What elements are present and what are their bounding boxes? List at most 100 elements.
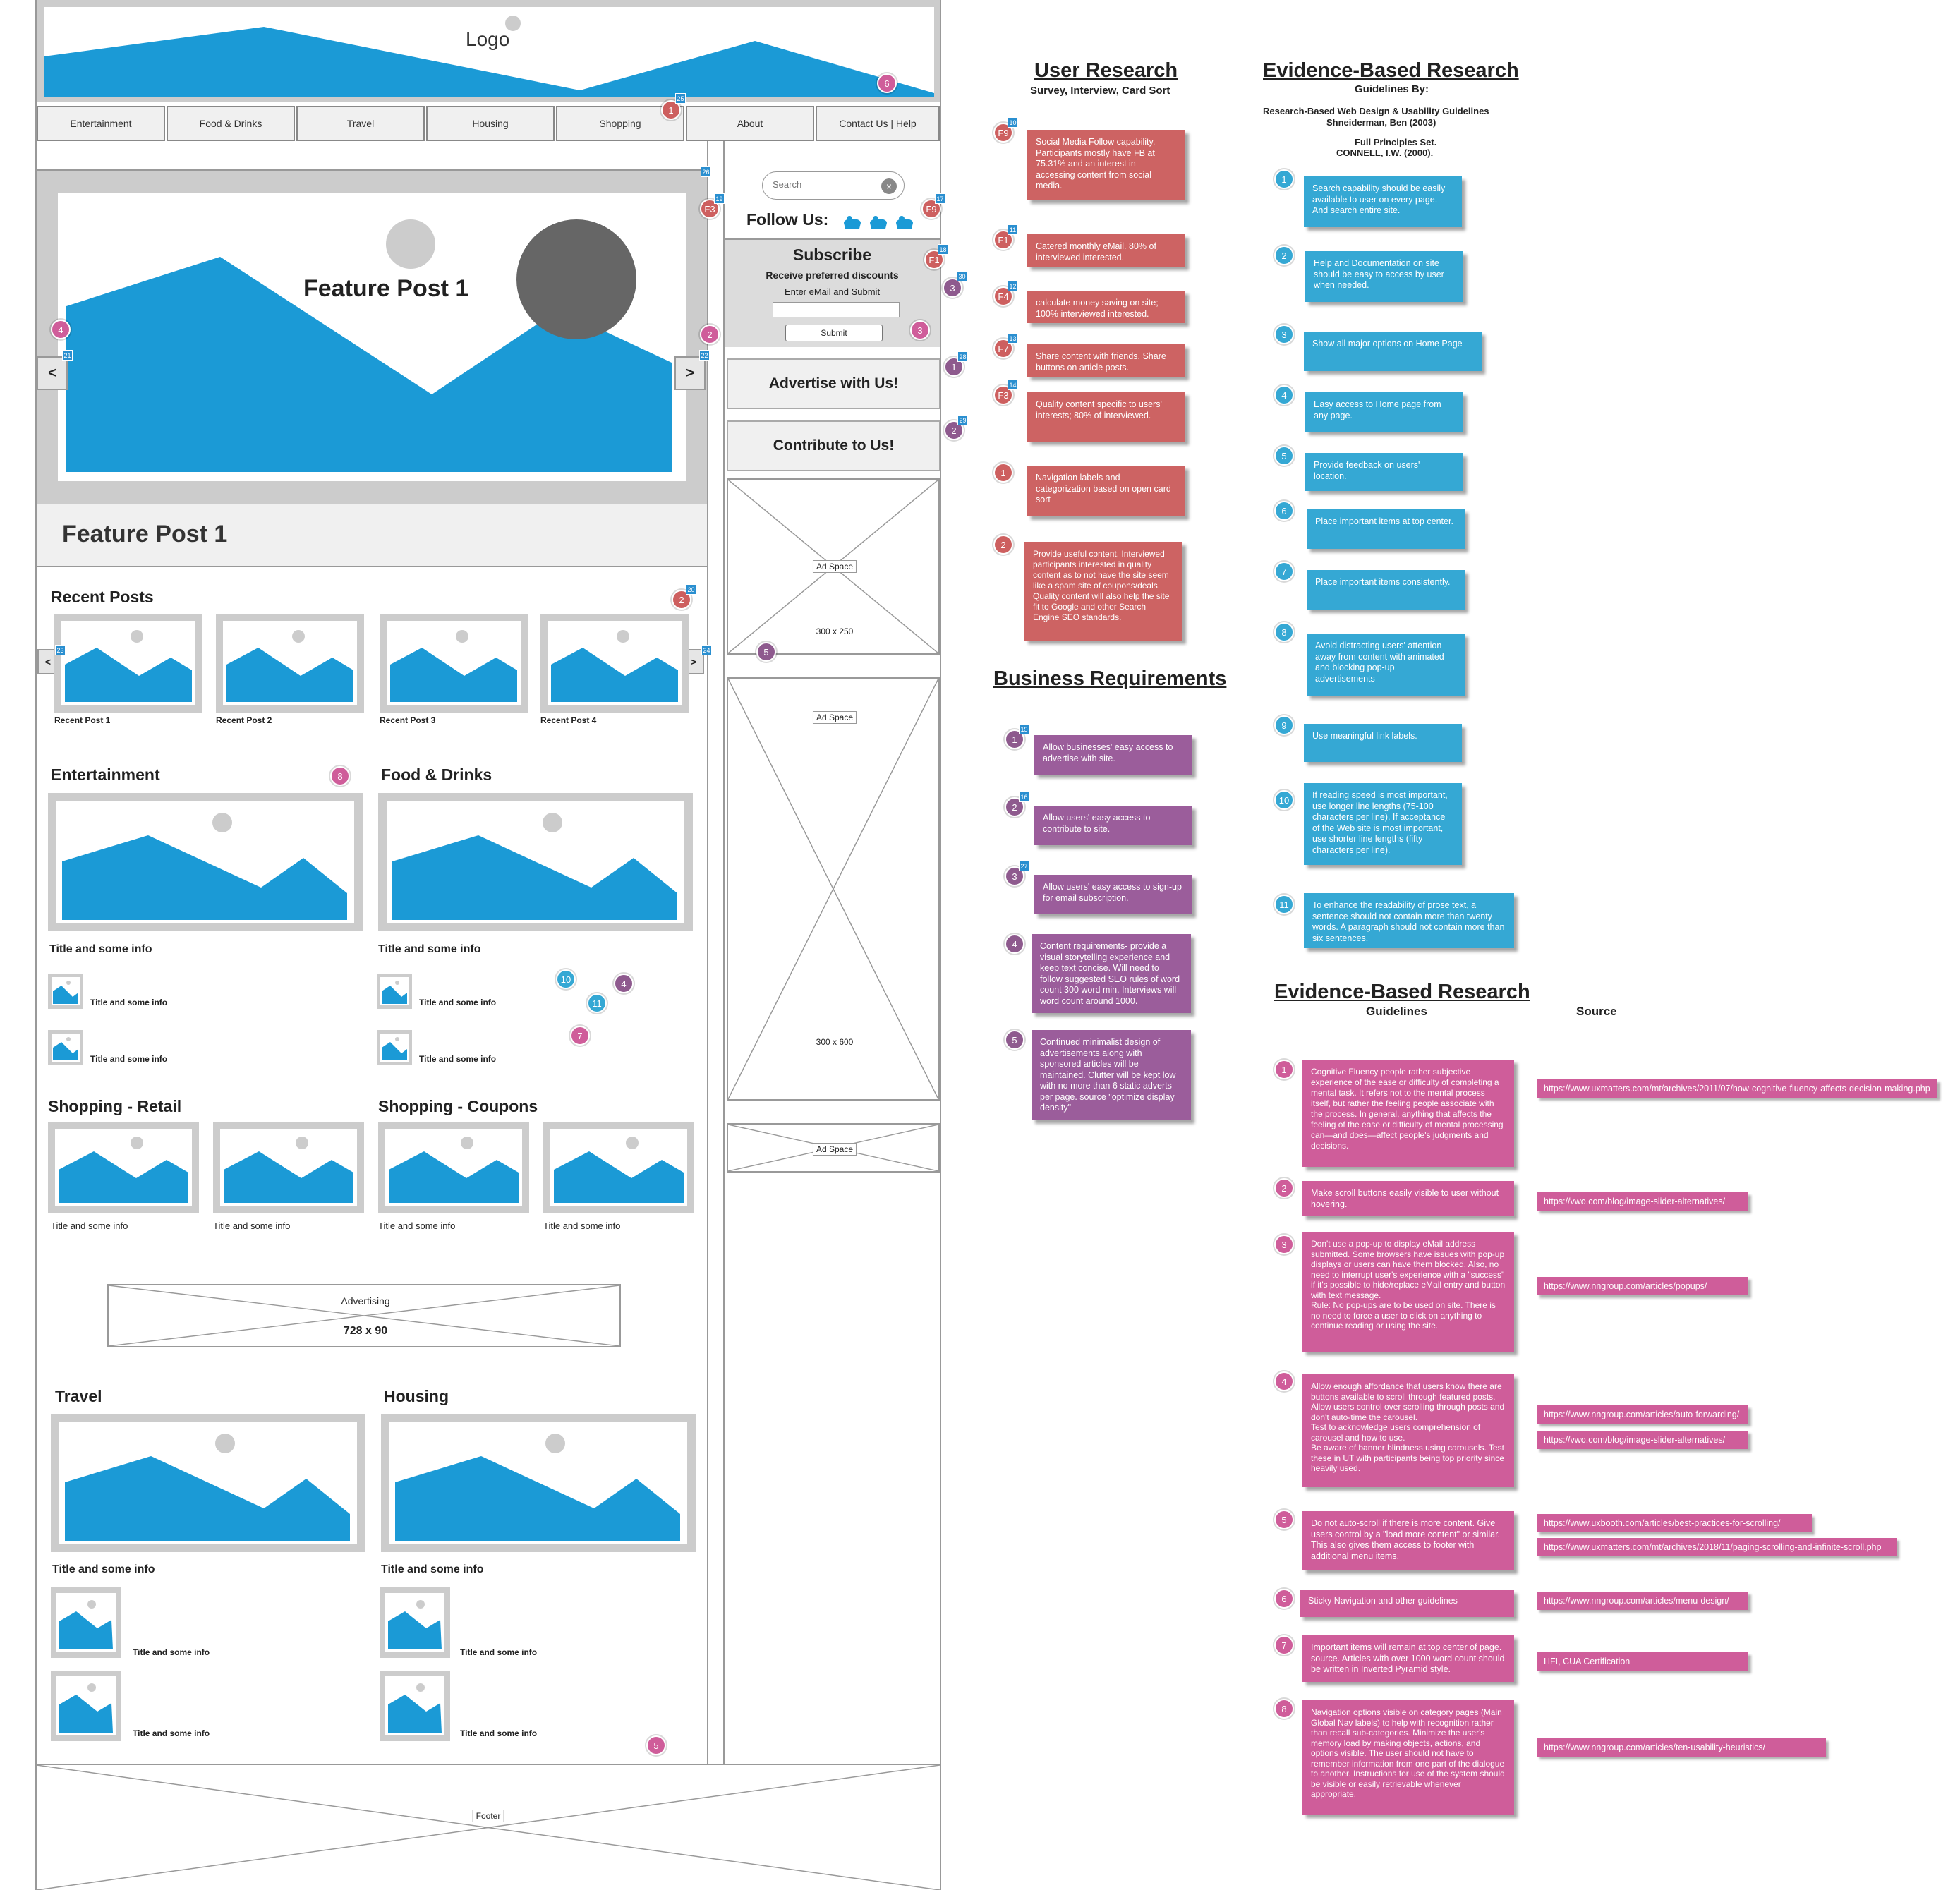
recent-post-thumb[interactable] [380, 614, 528, 713]
recent-post-label[interactable]: Recent Post 4 [540, 715, 597, 725]
nav-contact-help[interactable]: Contact Us | Help [816, 106, 940, 141]
note-marker: 4 [1005, 934, 1024, 954]
entertainment-list-thumb[interactable] [48, 1030, 83, 1065]
advertising-banner[interactable]: Advertising 728 x 90 [107, 1284, 621, 1347]
source-link[interactable]: https://www.nngroup.com/articles/menu-de… [1537, 1592, 1748, 1610]
nav-food-drinks[interactable]: Food & Drinks [167, 106, 295, 141]
entertainment-list-text[interactable]: Title and some info [90, 1054, 168, 1064]
social-icon[interactable] [842, 213, 862, 230]
guideline-marker: 1 [1274, 1060, 1294, 1079]
source-link[interactable]: https://vwo.com/blog/image-slider-altern… [1537, 1192, 1748, 1211]
travel-list-thumb[interactable] [51, 1671, 121, 1741]
housing-list-text[interactable]: Title and some info [460, 1728, 538, 1738]
nav-travel[interactable]: Travel [296, 106, 425, 141]
guideline-note: Important items will remain at top cente… [1302, 1635, 1514, 1682]
entertainment-title[interactable]: Title and some info [49, 943, 152, 955]
shopping-thumb[interactable] [48, 1122, 199, 1213]
housing-list-text[interactable]: Title and some info [460, 1647, 538, 1657]
entertainment-list-thumb[interactable] [48, 974, 83, 1009]
content-divider [37, 169, 708, 171]
housing-main-image[interactable] [381, 1414, 696, 1552]
footer[interactable]: Footer [37, 1764, 940, 1890]
guideline-marker: 8 [1274, 622, 1294, 642]
marker-tag: 19 [714, 193, 725, 204]
source-link[interactable]: HFI, CUA Certification [1537, 1652, 1748, 1671]
recent-post-label[interactable]: Recent Post 1 [54, 715, 111, 725]
travel-heading: Travel [55, 1387, 102, 1405]
food-list-text[interactable]: Title and some info [419, 998, 497, 1007]
recent-post-thumb[interactable] [540, 614, 689, 713]
guideline-note: Use meaningful link labels. [1304, 724, 1462, 762]
travel-title[interactable]: Title and some info [52, 1563, 155, 1575]
search-input[interactable] [773, 179, 871, 190]
ad-space-small[interactable]: Ad Space [727, 1123, 940, 1173]
contribute-button[interactable]: Contribute to Us! [727, 420, 940, 471]
ad-space-label: Ad Space [812, 711, 857, 724]
entertainment-main-image[interactable] [48, 793, 363, 931]
source-link[interactable]: https://www.nngroup.com/articles/auto-fo… [1537, 1405, 1748, 1424]
source-link[interactable]: https://www.uxmatters.com/mt/archives/20… [1537, 1538, 1897, 1556]
shopping-thumb[interactable] [378, 1122, 529, 1213]
shopping-thumb[interactable] [213, 1122, 364, 1213]
clear-search-icon[interactable]: × [881, 178, 897, 194]
recent-post-label[interactable]: Recent Post 3 [380, 715, 436, 725]
food-list-thumb[interactable] [377, 974, 412, 1009]
guideline-note: Help and Documentation on site should be… [1305, 251, 1463, 302]
guideline-marker: 4 [1274, 1371, 1294, 1391]
food-title[interactable]: Title and some info [378, 943, 481, 955]
food-list-text[interactable]: Title and some info [419, 1054, 497, 1064]
advertise-button[interactable]: Advertise with Us! [727, 358, 940, 409]
shopping-item-text[interactable]: Title and some info [213, 1220, 291, 1231]
nav-housing[interactable]: Housing [426, 106, 555, 141]
source-link[interactable]: https://vwo.com/blog/image-slider-altern… [1537, 1431, 1748, 1449]
social-icon[interactable] [869, 213, 888, 230]
logo[interactable]: Logo [466, 28, 510, 50]
feature-caption[interactable]: Feature Post 1 [62, 521, 228, 547]
recent-post-label[interactable]: Recent Post 2 [216, 715, 272, 725]
guideline-note: Provide feedback on users' location. [1305, 453, 1463, 491]
marker-tag: 26 [701, 166, 711, 177]
housing-list-thumb[interactable] [380, 1671, 450, 1741]
submit-button[interactable]: Submit [785, 325, 883, 341]
feature-next-button[interactable]: > [674, 356, 706, 390]
follow-divider [725, 238, 940, 240]
guideline-marker: 10 [1274, 790, 1294, 810]
shopping-thumb[interactable] [543, 1122, 694, 1213]
shopping-item-text[interactable]: Title and some info [51, 1220, 128, 1231]
housing-list-thumb[interactable] [380, 1587, 450, 1658]
social-icon[interactable] [895, 213, 914, 230]
travel-list-text[interactable]: Title and some info [133, 1728, 210, 1738]
note-tag: 12 [1008, 281, 1018, 291]
travel-list-text[interactable]: Title and some info [133, 1647, 210, 1657]
nav-about[interactable]: About [686, 106, 814, 141]
email-field[interactable] [773, 302, 900, 317]
feature-overlay-title[interactable]: Feature Post 1 [303, 275, 469, 302]
recent-post-thumb[interactable] [216, 614, 364, 713]
advertising-label: Advertising [338, 1295, 393, 1307]
feature-prev-button[interactable]: < [37, 356, 68, 390]
entertainment-list-text[interactable]: Title and some info [90, 998, 168, 1007]
subscribe-title: Subscribe [792, 246, 872, 264]
housing-title[interactable]: Title and some info [381, 1563, 484, 1575]
search-box[interactable]: × [762, 171, 905, 200]
marker-pink: 4 [51, 320, 71, 339]
source-link[interactable]: https://www.nngroup.com/articles/ten-usa… [1537, 1738, 1826, 1757]
marker-purple: 3 [943, 278, 962, 298]
ad-space-300x600[interactable]: Ad Space 300 x 600 [727, 677, 940, 1101]
source-link[interactable]: https://www.uxbooth.com/articles/best-pr… [1537, 1514, 1812, 1532]
travel-list-thumb[interactable] [51, 1587, 121, 1658]
user-research-subtitle: Survey, Interview, Card Sort [1030, 85, 1170, 97]
ad-space-300x250[interactable]: Ad Space 300 x 250 [727, 478, 940, 655]
food-main-image[interactable] [378, 793, 693, 931]
shopping-item-text[interactable]: Title and some info [378, 1220, 456, 1231]
recent-post-thumb[interactable] [54, 614, 202, 713]
guideline-note: Place important items at top center. [1307, 509, 1465, 549]
marker-tag: 21 [62, 350, 73, 361]
source-link[interactable]: https://www.nngroup.com/articles/popups/ [1537, 1277, 1748, 1295]
shopping-item-text[interactable]: Title and some info [543, 1220, 621, 1231]
food-list-thumb[interactable] [377, 1030, 412, 1065]
research-note: calculate money saving on site; 100% int… [1027, 291, 1185, 323]
source-link[interactable]: https://www.uxmatters.com/mt/archives/20… [1537, 1079, 1937, 1098]
nav-entertainment[interactable]: Entertainment [37, 106, 165, 141]
travel-main-image[interactable] [51, 1414, 365, 1552]
